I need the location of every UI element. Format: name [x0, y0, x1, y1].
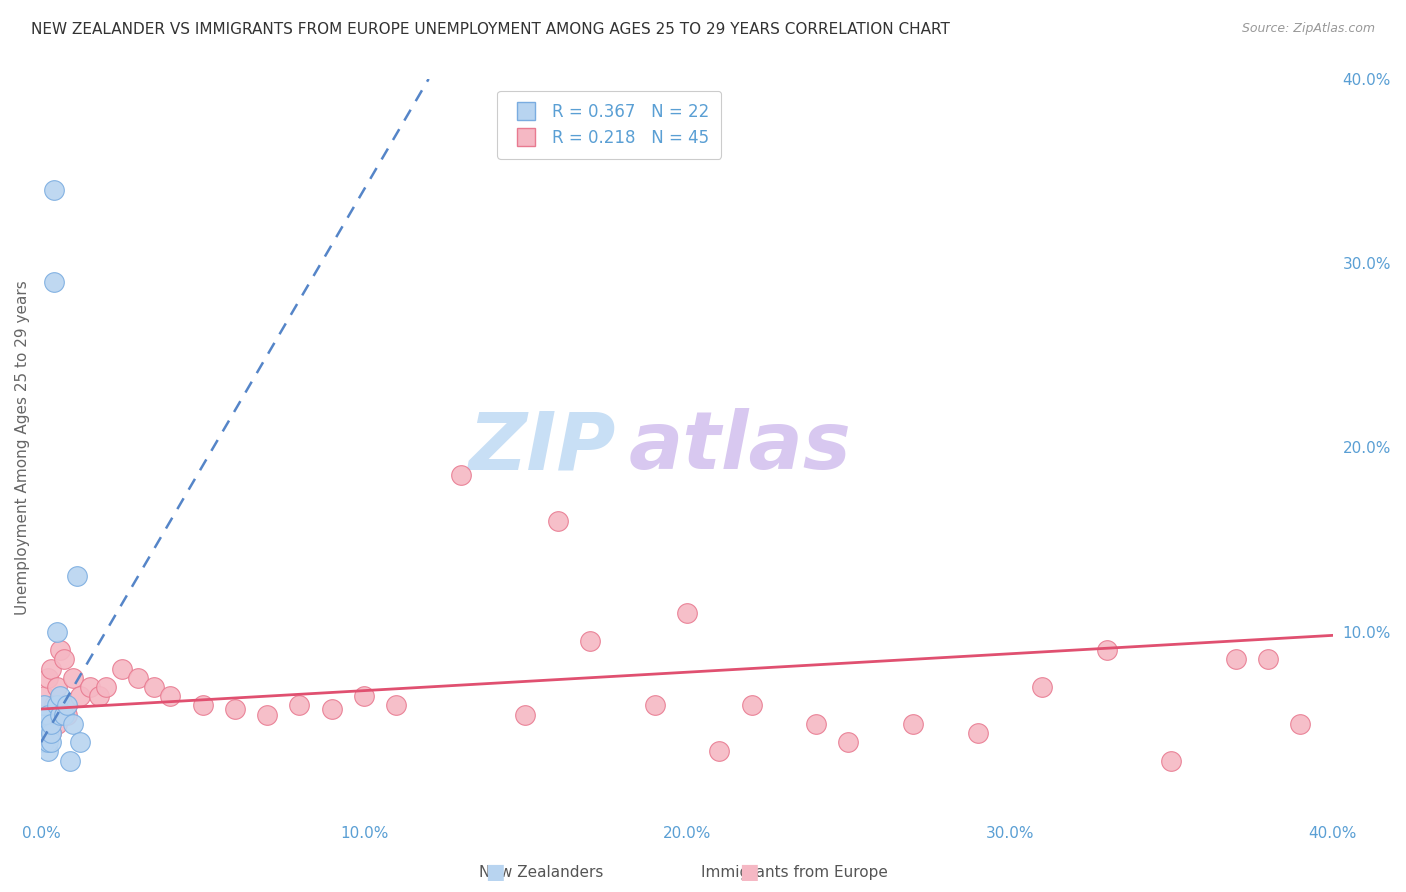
Point — [62, 716, 84, 731]
Point — [59, 754, 82, 768]
Point — [42, 698, 65, 713]
Point — [37, 744, 59, 758]
Point — [49, 689, 72, 703]
Point — [1095, 643, 1118, 657]
Point — [56, 698, 79, 713]
Point — [159, 689, 181, 703]
Point — [1289, 716, 1312, 731]
Point — [79, 680, 101, 694]
Point — [450, 468, 472, 483]
Point — [56, 698, 79, 713]
Point — [37, 726, 59, 740]
Point — [37, 671, 59, 685]
Point — [709, 744, 731, 758]
Text: atlas: atlas — [628, 409, 852, 486]
Point — [34, 735, 56, 749]
Point — [52, 707, 75, 722]
Text: ■: ■ — [740, 863, 759, 882]
Point — [39, 735, 62, 749]
Point — [1160, 754, 1182, 768]
Point — [1257, 652, 1279, 666]
Point — [34, 716, 56, 731]
Point — [94, 680, 117, 694]
Text: Source: ZipAtlas.com: Source: ZipAtlas.com — [1241, 22, 1375, 36]
Point — [837, 735, 859, 749]
Point — [191, 698, 214, 713]
Point — [42, 182, 65, 196]
Point — [69, 689, 91, 703]
Point — [288, 698, 311, 713]
Point — [42, 275, 65, 289]
Point — [224, 702, 246, 716]
Point — [127, 671, 149, 685]
Y-axis label: Unemployment Among Ages 25 to 29 years: Unemployment Among Ages 25 to 29 years — [15, 280, 30, 615]
Point — [89, 689, 111, 703]
Point — [66, 569, 89, 583]
Point — [37, 707, 59, 722]
Point — [353, 689, 375, 703]
Point — [62, 671, 84, 685]
Point — [385, 698, 408, 713]
Point — [1031, 680, 1053, 694]
Point — [49, 643, 72, 657]
Point — [39, 661, 62, 675]
Text: Immigrants from Europe: Immigrants from Europe — [702, 865, 887, 880]
Point — [321, 702, 343, 716]
Point — [966, 726, 988, 740]
Point — [39, 716, 62, 731]
Point — [1225, 652, 1247, 666]
Point — [676, 606, 699, 620]
Point — [547, 514, 569, 528]
Legend: R = 0.367   N = 22, R = 0.218   N = 45: R = 0.367 N = 22, R = 0.218 N = 45 — [498, 91, 721, 159]
Point — [804, 716, 827, 731]
Point — [37, 735, 59, 749]
Point — [901, 716, 924, 731]
Text: ■: ■ — [485, 863, 505, 882]
Point — [39, 726, 62, 740]
Point — [34, 698, 56, 713]
Point — [39, 726, 62, 740]
Point — [644, 698, 666, 713]
Point — [579, 633, 602, 648]
Point — [143, 680, 166, 694]
Point — [52, 652, 75, 666]
Point — [111, 661, 134, 675]
Point — [56, 707, 79, 722]
Point — [46, 680, 69, 694]
Point — [46, 716, 69, 731]
Text: New Zealanders: New Zealanders — [479, 865, 603, 880]
Point — [69, 735, 91, 749]
Point — [46, 698, 69, 713]
Point — [49, 707, 72, 722]
Point — [515, 707, 537, 722]
Point — [34, 689, 56, 703]
Text: ZIP: ZIP — [468, 409, 616, 486]
Text: NEW ZEALANDER VS IMMIGRANTS FROM EUROPE UNEMPLOYMENT AMONG AGES 25 TO 29 YEARS C: NEW ZEALANDER VS IMMIGRANTS FROM EUROPE … — [31, 22, 950, 37]
Point — [741, 698, 763, 713]
Point — [256, 707, 278, 722]
Point — [46, 624, 69, 639]
